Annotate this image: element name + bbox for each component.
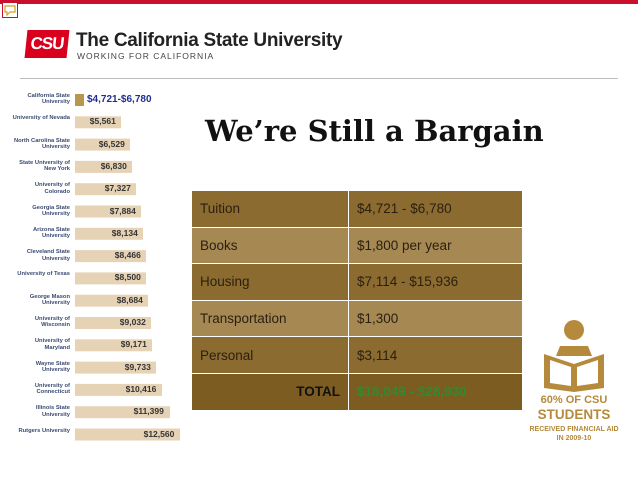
logo-tagline: WORKING FOR CALIFORNIA: [77, 51, 215, 61]
cost-label: Transportation: [191, 299, 349, 338]
comment-icon[interactable]: [2, 2, 18, 18]
aid-percent: 60% OF CSU: [540, 394, 608, 406]
chart-bar: [75, 205, 141, 218]
chart-value-label: $7,884: [109, 205, 136, 216]
chart-category-label: University of Maryland: [34, 338, 70, 351]
chart-bar: [75, 227, 143, 240]
chart-bar: [75, 428, 180, 441]
chart-category-label: Illinois State University: [35, 405, 70, 418]
total-row: TOTAL $18,049 - $28,930: [191, 372, 523, 411]
chart-category-label: University of Connecticut: [34, 382, 70, 396]
cost-label: Housing: [191, 263, 349, 301]
chart-category-label: University of Colorado: [34, 182, 70, 195]
chart-value-label: $8,134: [111, 227, 138, 238]
cost-label: Personal: [191, 336, 349, 374]
cost-value: $1,800 per year: [348, 226, 523, 265]
chart-category-label: Cleveland State University: [26, 249, 70, 262]
table-row: Personal $3,114: [191, 336, 523, 374]
table-row: Housing $7,114 - $15,936: [191, 263, 523, 301]
chart-value-label: $10,416: [125, 383, 157, 394]
chart-bar: [75, 361, 156, 374]
aid-students: STUDENTS: [537, 407, 611, 422]
chart-category-label: University of Texas: [17, 271, 70, 278]
chart-value-label: $9,733: [124, 361, 151, 372]
chart-category-label: Wayne State University: [35, 360, 70, 373]
chart-category-label: George Mason University: [29, 293, 70, 307]
aid-line-1: RECEIVED FINANCIAL AID: [529, 426, 619, 433]
table-row: Tuition $4,721 - $6,780: [191, 190, 523, 228]
chart-category-label: North Carolina State University: [13, 137, 70, 150]
chart-category-label: University of Wisconsin: [34, 316, 70, 329]
aid-line-2: IN 2009-10: [556, 435, 592, 442]
chart-value-label: $5,561: [89, 116, 116, 127]
chart-value-label: $11,399: [133, 406, 164, 417]
chart-category-label: Georgia State University: [32, 204, 70, 217]
table-row: Books $1,800 per year: [191, 226, 523, 265]
chart-bar: [75, 94, 84, 106]
financial-aid-badge: 60% OF CSU STUDENTS RECEIVED FINANCIAL A…: [528, 318, 620, 458]
chart-bar: [75, 339, 152, 352]
cost-label: Tuition: [191, 190, 349, 228]
chart-category-label: Rutgers University: [18, 427, 70, 434]
chart-category-label: Arizona State University: [32, 226, 70, 240]
chart-bar: [75, 383, 162, 396]
chart-bar: [75, 317, 151, 329]
chart-bar: [75, 138, 130, 151]
chart-bar: [75, 250, 146, 263]
chart-value-label: $9,032: [119, 317, 146, 327]
top-accent-rule: [0, 0, 638, 4]
student-reading-icon: [544, 320, 604, 392]
table-row: Transportation $1,300: [191, 299, 523, 338]
cost-label: Books: [191, 226, 349, 265]
chart-bar: [75, 272, 146, 285]
chart-value-label: $7,327: [104, 183, 131, 194]
logo-name: The California State University: [76, 30, 343, 51]
chart-value-label: $8,684: [116, 294, 143, 305]
chart-value-label: $6,830: [100, 160, 127, 171]
cost-value: $4,721 - $6,780: [348, 190, 523, 228]
cost-table: Tuition $4,721 - $6,780 Books $1,800 per…: [191, 190, 523, 411]
chart-category-label: California State University: [27, 93, 70, 106]
chart-value-label: $4,721-$6,780: [87, 94, 152, 105]
chart-bar: [75, 294, 148, 307]
chart-bar: [75, 183, 136, 196]
chart-category-label: State University of New York: [19, 159, 70, 173]
chart-bar: [75, 406, 170, 419]
cost-value: $1,300: [348, 299, 523, 338]
chart-bar: [75, 160, 132, 173]
chart-svg: [75, 94, 180, 441]
logo-mark: CSU: [24, 30, 70, 58]
tuition-comparison-chart: California State University $4,721-$6,780…: [8, 92, 183, 462]
chart-category-label: University of Nevada: [12, 115, 70, 122]
chart-value-label: $8,500: [114, 272, 141, 283]
slide-title: We’re Still a Bargain: [205, 114, 544, 148]
chart-value-label: $9,171: [120, 339, 147, 350]
chart-bar: [75, 116, 121, 129]
cost-value: $3,114: [348, 336, 523, 374]
cost-value: $7,114 - $15,936: [348, 263, 523, 301]
chart-value-label: $12,560: [143, 428, 175, 439]
chart-value-label: $8,466: [114, 250, 141, 261]
chart-value-label: $6,529: [98, 138, 125, 149]
total-value: $18,049 - $28,930: [348, 372, 523, 411]
header-divider: [20, 78, 618, 79]
total-label: TOTAL: [191, 372, 349, 411]
